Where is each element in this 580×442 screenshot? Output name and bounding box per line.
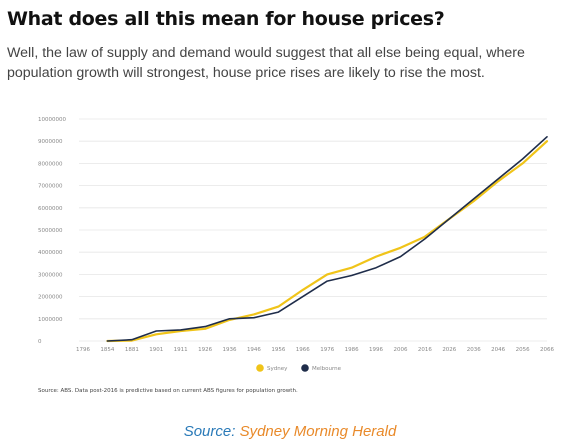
x-tick-label: 2006 [393,347,407,353]
x-tick-label: 2036 [467,347,481,353]
source-credit-label: Source: [183,423,236,440]
x-tick-label: 1986 [345,347,359,353]
chart-svg: 0 1000000 2000000 3000000 4000000 5000000 6000… [38,117,554,372]
population-chart: 0 1000000 2000000 3000000 4000000 5000000 6000… [0,105,580,405]
legend-label-melbourne: Melbourne [312,366,342,372]
y-tick-label: 1000000 [38,317,63,323]
y-tick-label: 4000000 [38,250,63,256]
chart-source-note: Source: ABS. Data post-2016 is predictiv… [38,388,298,394]
x-tick-label: 1911 [174,347,188,353]
x-tick-label: 2046 [491,347,505,353]
y-tick-label: 7000000 [38,184,63,190]
y-tick-label: 10000000 [38,117,66,123]
x-tick-label: 2026 [442,347,456,353]
source-credit-link[interactable]: Sydney Morning Herald [239,423,397,440]
x-tick-label: 1854 [100,347,114,353]
x-tick-label: 2056 [516,347,530,353]
x-tick-label: 2066 [540,347,554,353]
intro-paragraph: Well, the law of supply and demand would… [7,45,525,81]
legend-marker-sydney [256,364,264,372]
y-tick-label: 6000000 [38,206,63,212]
page-heading: What does all this mean for house prices… [7,8,445,30]
x-tick-label: 2016 [418,347,432,353]
y-tick-label: 2000000 [38,295,63,301]
y-tick-label: 5000000 [38,228,63,234]
x-tick-label: 1936 [223,347,237,353]
x-tick-label: 1901 [149,347,163,353]
x-tick-label: 1996 [369,347,383,353]
x-tick-label: 1946 [247,347,261,353]
series-line-melbourne [106,135,548,342]
x-tick-label: 1796 [76,347,90,353]
y-tick-label: 9000000 [38,139,63,145]
x-tick-label: 1966 [296,347,310,353]
source-credit: Source: Sydney Morning Herald [0,423,580,440]
x-tick-label: 1956 [271,347,285,353]
x-tick-label: 1926 [198,347,212,353]
y-tick-label: 0 [38,339,42,345]
x-tick-label: 1976 [320,347,334,353]
x-tick-label: 1881 [125,347,139,353]
legend-marker-melbourne [301,364,309,372]
y-tick-label: 3000000 [38,272,63,278]
legend-label-sydney: Sydney [267,366,288,372]
y-tick-label: 8000000 [38,161,63,167]
series-line-sydney [106,140,549,343]
